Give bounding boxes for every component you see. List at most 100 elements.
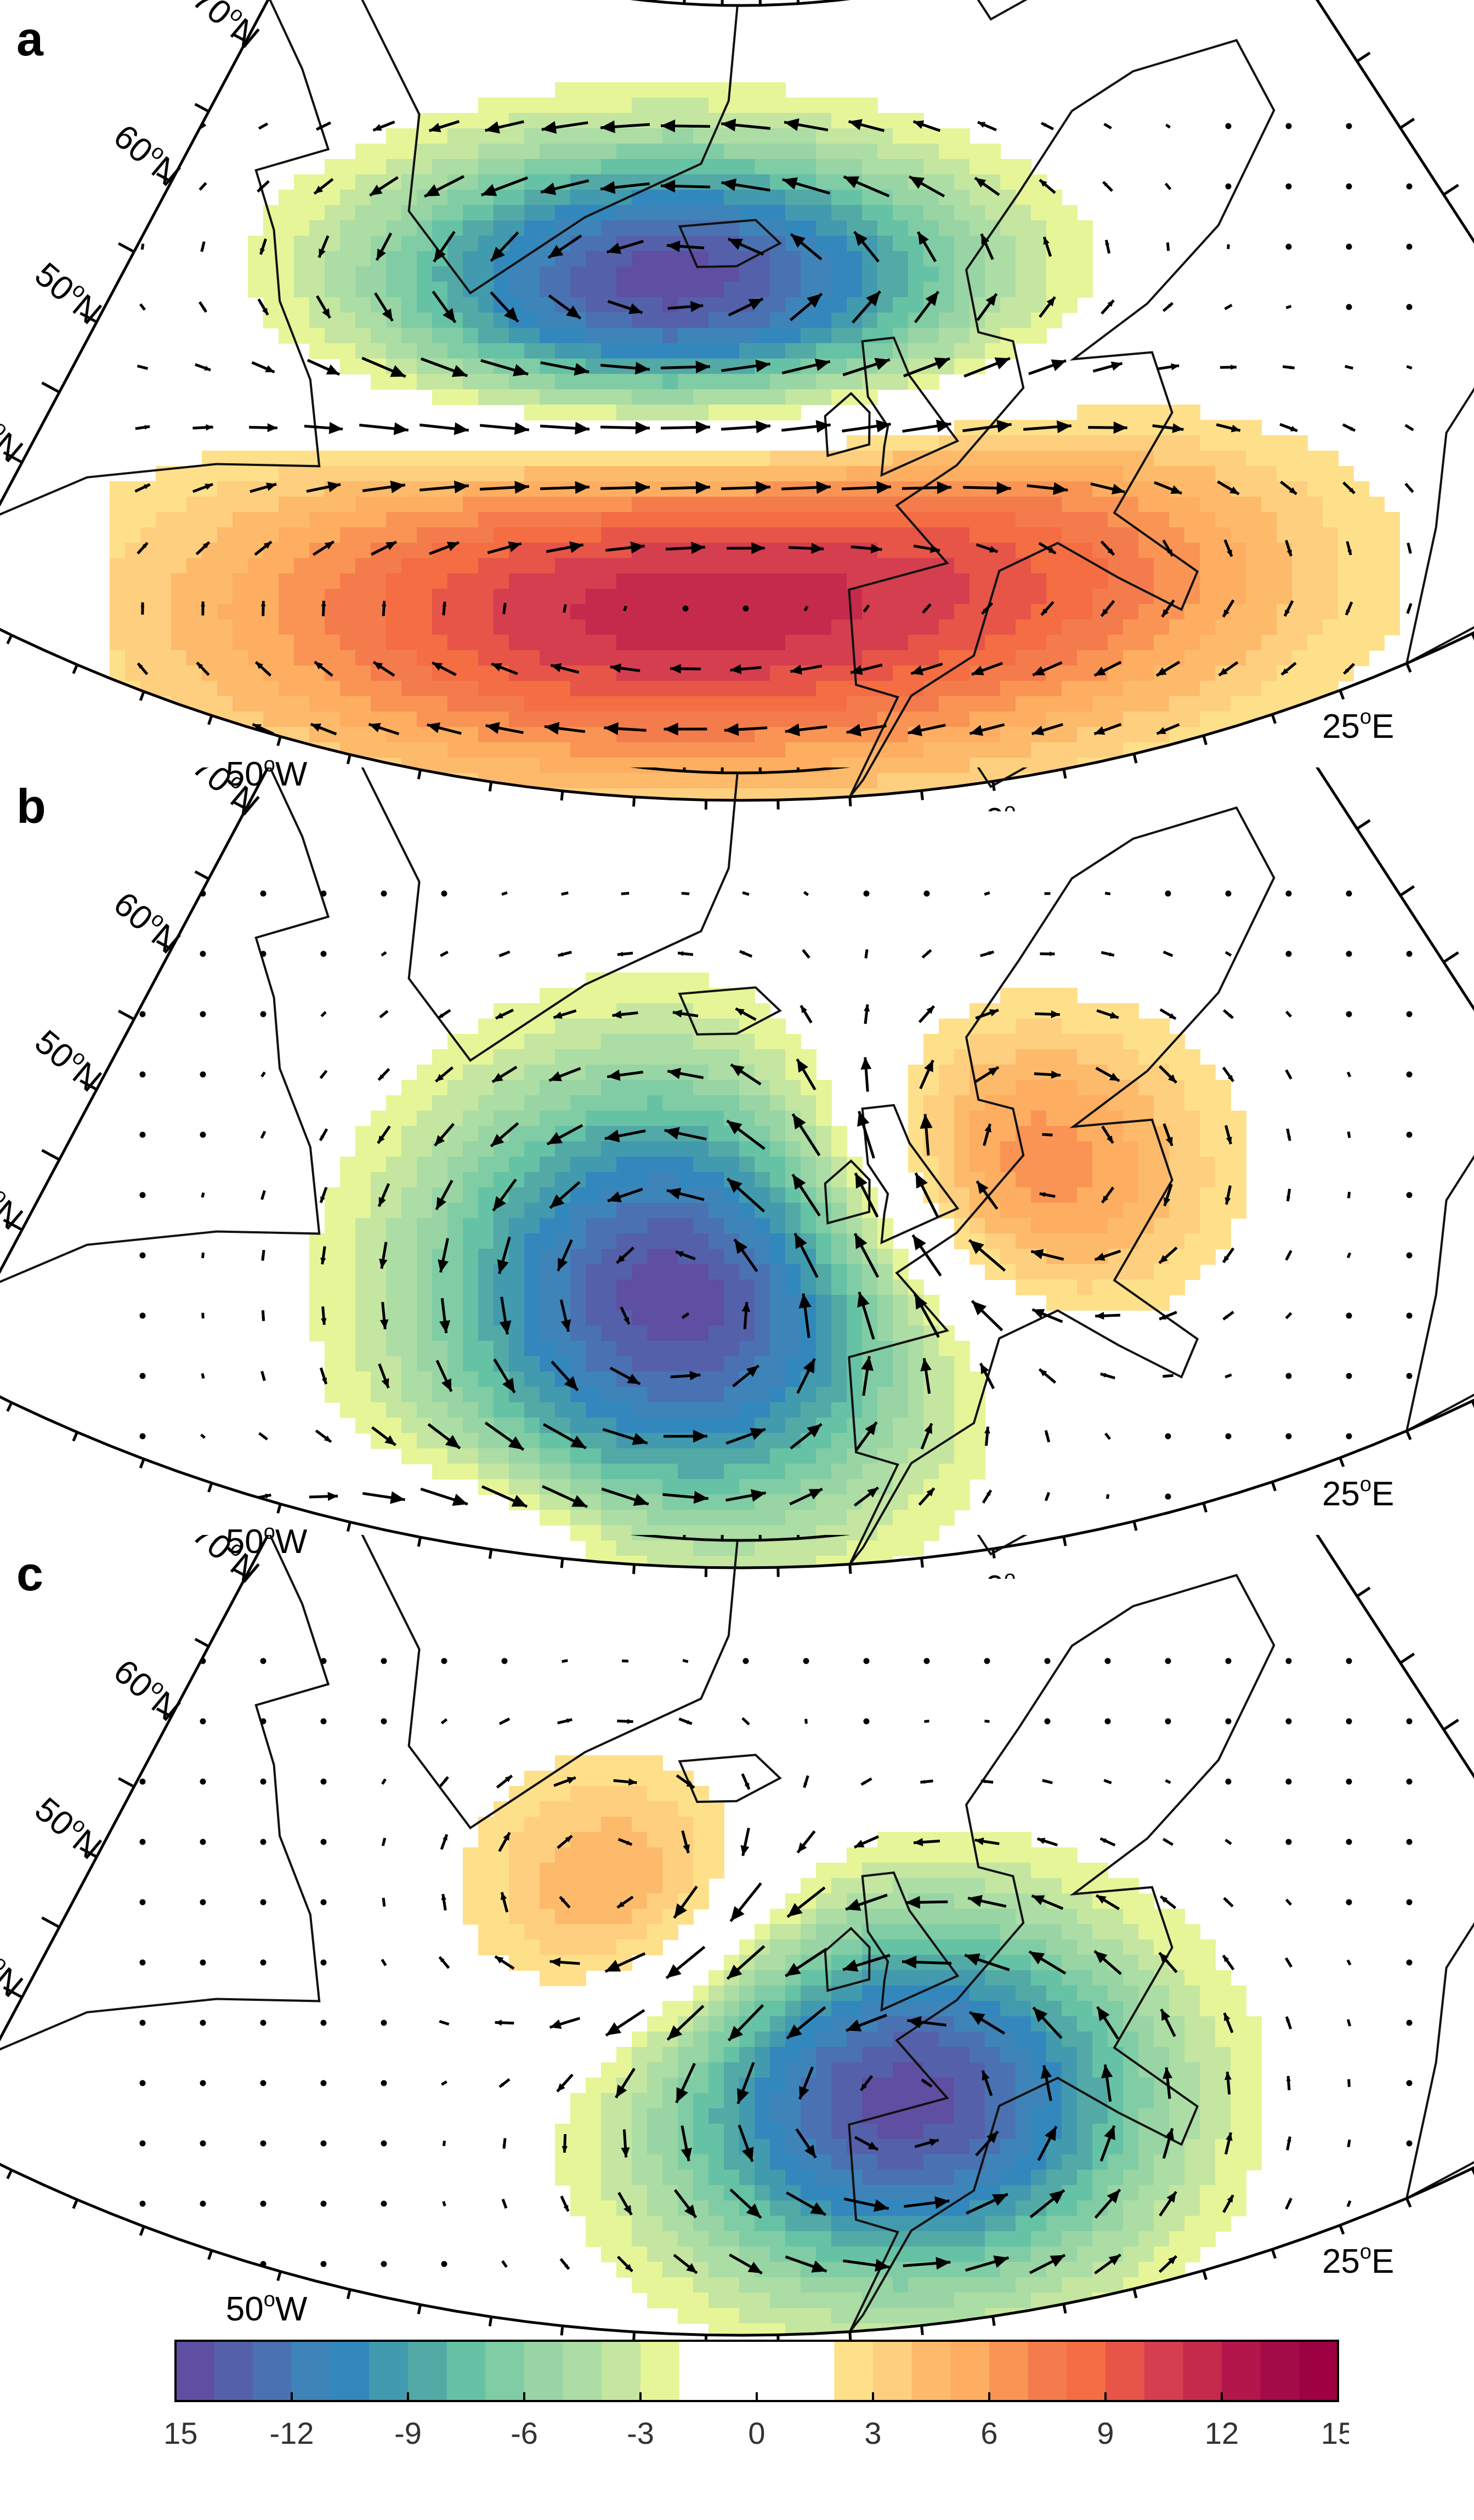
wind-vector [1342, 423, 1356, 432]
field-cell [601, 374, 617, 390]
field-cell [279, 665, 294, 681]
field-cell [171, 712, 187, 727]
field-cell [770, 727, 786, 743]
field-cell [540, 1019, 555, 1034]
field-cell [647, 650, 663, 666]
field-cell [662, 681, 678, 697]
field-cell [1123, 1264, 1139, 1280]
field-cell [463, 543, 479, 559]
wind-vector [1218, 661, 1239, 677]
field-cell [294, 190, 310, 206]
field-cell [601, 1141, 617, 1157]
field-cell [1123, 650, 1139, 666]
field-cell [279, 190, 294, 206]
field-cell [708, 712, 724, 727]
field-cell [1353, 619, 1369, 635]
field-cell [447, 1049, 463, 1065]
field-cell [432, 1464, 448, 1480]
field-cell [1031, 1172, 1047, 1188]
field-cell [678, 1203, 694, 1219]
field-cell [1123, 1218, 1139, 1234]
field-cell [417, 1372, 433, 1387]
field-cell [647, 589, 663, 605]
field-cell [355, 1387, 371, 1403]
field-cell [1123, 1187, 1139, 1203]
field-cell [447, 497, 463, 513]
field-cell [509, 1464, 525, 1480]
field-cell [954, 174, 970, 190]
field-cell [401, 650, 417, 666]
field-cell [294, 220, 310, 236]
field-cell [816, 389, 832, 405]
field-cell [893, 1510, 909, 1526]
field-cell [1138, 543, 1154, 559]
field-cell [540, 312, 555, 328]
field-cell [386, 742, 402, 758]
field-cell [1200, 681, 1216, 697]
field-cell [1292, 573, 1308, 589]
field-cell [432, 558, 448, 574]
field-cell [1016, 650, 1031, 666]
field-cell [970, 205, 985, 221]
field-cell [1031, 619, 1047, 635]
field-cell [570, 773, 586, 789]
field-cell [816, 742, 832, 758]
field-cell [1138, 727, 1154, 743]
field-cell [816, 1157, 832, 1173]
field-cell [555, 1049, 571, 1065]
field-cell [1184, 650, 1200, 666]
field-cell [939, 1418, 955, 1434]
wind-vector [908, 175, 945, 198]
field-cell [893, 1372, 909, 1387]
field-cell [601, 1387, 617, 1403]
field-cell [970, 681, 985, 697]
field-cell [401, 1402, 417, 1418]
field-cell [263, 497, 279, 513]
field-cell [417, 1218, 433, 1234]
field-cell [1169, 1049, 1185, 1065]
wind-vector [261, 1250, 265, 1261]
field-cell [494, 1157, 509, 1173]
field-cell [1016, 312, 1031, 328]
field-cell [355, 665, 371, 681]
field-cell [555, 128, 571, 144]
field-cell [616, 972, 632, 988]
field-cell [570, 82, 586, 98]
field-cell [785, 343, 801, 359]
field-cell [325, 589, 341, 605]
field-cell [755, 159, 770, 175]
field-cell [586, 343, 602, 359]
wind-vector [1101, 1125, 1114, 1144]
field-cell [1353, 650, 1369, 666]
field-cell [1016, 635, 1031, 651]
field-cell [985, 712, 1001, 727]
field-cell [877, 497, 893, 513]
field-cell [923, 266, 939, 282]
field-cell [1154, 1019, 1170, 1034]
field-cell [279, 712, 294, 727]
field-cell [1000, 1080, 1016, 1096]
field-cell [1077, 635, 1093, 651]
field-cell [847, 1310, 863, 1326]
field-cell [463, 266, 479, 282]
field-cell [325, 190, 341, 206]
field-cell [386, 1310, 402, 1326]
field-cell [386, 1218, 402, 1234]
field-cell [570, 282, 586, 298]
field-cell [970, 558, 985, 574]
field-cell [1307, 527, 1323, 543]
field-cell [693, 1141, 709, 1157]
field-cell [816, 251, 832, 267]
field-cell [110, 696, 126, 712]
field-cell [1184, 742, 1200, 758]
field-cell [862, 312, 878, 328]
field-cell [770, 205, 786, 221]
wind-vector [254, 661, 272, 677]
field-cell [1108, 527, 1124, 543]
field-cell [801, 1157, 817, 1173]
field-cell [140, 619, 156, 635]
field-cell [340, 359, 356, 374]
field-cell [586, 1187, 602, 1203]
field-cell [1277, 451, 1292, 467]
field-cell [570, 573, 586, 589]
